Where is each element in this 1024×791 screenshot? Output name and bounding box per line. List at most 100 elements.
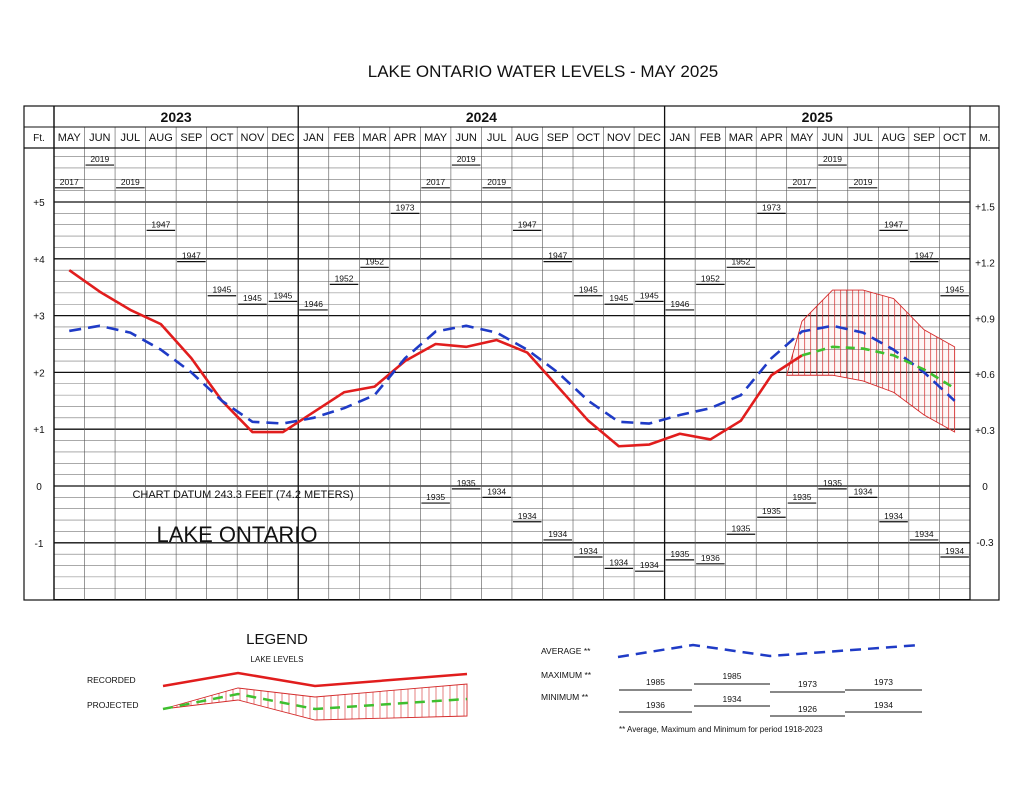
max-record-label: 1945 bbox=[945, 285, 964, 295]
min-record-label: 1935 bbox=[762, 506, 781, 516]
max-record-label: 1947 bbox=[518, 219, 537, 229]
month-label: AUG bbox=[882, 132, 906, 144]
min-record-label: 1934 bbox=[518, 511, 537, 521]
series-average-line bbox=[69, 324, 956, 425]
legend: LEGEND LAKE LEVELS RECORDED PROJECTED AV… bbox=[87, 631, 922, 734]
min-record-label: 1934 bbox=[640, 560, 659, 570]
max-record-label: 1947 bbox=[548, 251, 567, 261]
max-record-label: 1973 bbox=[762, 202, 781, 212]
chart-series bbox=[68, 269, 956, 448]
min-record-label: 1936 bbox=[701, 553, 720, 563]
max-record-label: 1952 bbox=[335, 273, 354, 283]
max-record-label: 1952 bbox=[731, 256, 750, 266]
legend-min-year: 1936 bbox=[646, 700, 665, 710]
max-record-label: 2017 bbox=[793, 177, 812, 187]
legend-title: LEGEND bbox=[246, 631, 308, 648]
legend-recorded-line bbox=[162, 671, 468, 688]
legend-min-year: 1934 bbox=[723, 694, 742, 704]
legend-projected-line bbox=[162, 692, 468, 711]
max-record-label: 1945 bbox=[212, 285, 231, 295]
right-tick-label: +0.9 bbox=[975, 314, 995, 325]
chart-frame bbox=[23, 105, 1000, 601]
min-record-label: 1935 bbox=[457, 478, 476, 488]
min-record-label: 1935 bbox=[793, 492, 812, 502]
legend-min-year: 1926 bbox=[798, 704, 817, 714]
month-label: OCT bbox=[210, 132, 234, 144]
max-record-label: 2019 bbox=[457, 154, 476, 164]
right-tick-label: 0 bbox=[982, 482, 988, 493]
right-tick-label: -0.3 bbox=[976, 538, 994, 549]
right-tick-label: +1.5 bbox=[975, 202, 995, 213]
month-label: SEP bbox=[913, 132, 935, 144]
min-record-label: 1934 bbox=[915, 529, 934, 539]
max-record-label: 1945 bbox=[243, 293, 262, 303]
chart-title: LAKE ONTARIO WATER LEVELS - MAY 2025 bbox=[368, 62, 719, 81]
max-record-label: 2019 bbox=[854, 177, 873, 187]
month-label: SEP bbox=[547, 132, 569, 144]
month-label: AUG bbox=[515, 132, 539, 144]
month-label: OCT bbox=[577, 132, 601, 144]
series-projected-line bbox=[801, 345, 956, 390]
month-label: DEC bbox=[638, 132, 661, 144]
month-label: JUN bbox=[89, 132, 110, 144]
left-tick-label: +4 bbox=[33, 255, 45, 266]
left-tick-label: +1 bbox=[33, 425, 45, 436]
max-record-label: 1947 bbox=[151, 219, 170, 229]
max-record-label: 1952 bbox=[701, 273, 720, 283]
left-tick-label: +2 bbox=[33, 368, 45, 379]
month-label: NOV bbox=[607, 132, 632, 144]
chart-axes: +5 +4 +3 +2 +1 0 -1 +1.5 +1.2 +0.9 +0.6 +0.3 0 -0.3 bbox=[33, 198, 995, 550]
month-label: JUL bbox=[487, 132, 507, 144]
legend-subtitle: LAKE LEVELS bbox=[251, 655, 304, 664]
chart-header: 2023 2024 2025 MAY JUN JUL AUG SEP OCT NOV DEC JAN F… bbox=[33, 106, 991, 600]
legend-projected-label: PROJECTED bbox=[87, 700, 138, 710]
max-record-label: 2019 bbox=[121, 177, 140, 187]
month-label: JUN bbox=[822, 132, 843, 144]
legend-max-year: 1973 bbox=[874, 677, 893, 687]
max-record-label: 1952 bbox=[365, 256, 384, 266]
month-label: JUL bbox=[853, 132, 873, 144]
datum-annotation: CHART DATUM 243.3 FEET (74.2 METERS) bbox=[132, 489, 353, 501]
legend-max-year: 1973 bbox=[798, 679, 817, 689]
month-label: AUG bbox=[149, 132, 173, 144]
min-record-label: 1934 bbox=[609, 557, 628, 567]
min-record-label: 1935 bbox=[823, 478, 842, 488]
month-label: APR bbox=[394, 132, 417, 144]
max-record-label: 1947 bbox=[915, 251, 934, 261]
month-label: MAY bbox=[424, 132, 448, 144]
max-record-label: 1946 bbox=[670, 299, 689, 309]
min-record-label: 1935 bbox=[731, 523, 750, 533]
max-record-label: 2019 bbox=[90, 154, 109, 164]
lake-annotation: LAKE ONTARIO bbox=[157, 522, 318, 547]
min-record-label: 1935 bbox=[670, 549, 689, 559]
legend-record-samples: 1985 1985 1973 1973 1936 1934 1926 1934 bbox=[619, 671, 922, 717]
month-label: FEB bbox=[700, 132, 721, 144]
month-label: APR bbox=[760, 132, 783, 144]
right-axis-unit: M. bbox=[979, 133, 990, 144]
max-record-label: 1945 bbox=[274, 290, 293, 300]
legend-min-year: 1934 bbox=[874, 700, 893, 710]
month-label: MAR bbox=[362, 132, 387, 144]
legend-maximum-label: MAXIMUM ** bbox=[541, 670, 592, 680]
max-record-label: 1946 bbox=[304, 299, 323, 309]
record-markers: 2017 2019 2019 1947 1947 1945 1945 1945 1946 1952… bbox=[55, 154, 969, 572]
max-record-label: 2017 bbox=[60, 177, 79, 187]
year-label: 2025 bbox=[802, 109, 833, 125]
legend-average-label: AVERAGE ** bbox=[541, 646, 591, 656]
min-record-label: 1934 bbox=[884, 511, 903, 521]
max-record-label: 2017 bbox=[426, 177, 445, 187]
right-tick-label: +1.2 bbox=[975, 258, 995, 269]
legend-max-year: 1985 bbox=[646, 677, 665, 687]
min-record-label: 1935 bbox=[426, 492, 445, 502]
max-record-label: 2019 bbox=[487, 177, 506, 187]
min-record-label: 1934 bbox=[945, 546, 964, 556]
left-tick-label: +3 bbox=[33, 312, 45, 323]
month-label: JUN bbox=[455, 132, 476, 144]
right-tick-label: +0.3 bbox=[975, 426, 995, 437]
max-record-label: 1947 bbox=[182, 251, 201, 261]
max-record-label: 1945 bbox=[579, 285, 598, 295]
left-tick-label: 0 bbox=[36, 482, 42, 493]
month-label: OCT bbox=[943, 132, 967, 144]
max-record-label: 1945 bbox=[640, 290, 659, 300]
